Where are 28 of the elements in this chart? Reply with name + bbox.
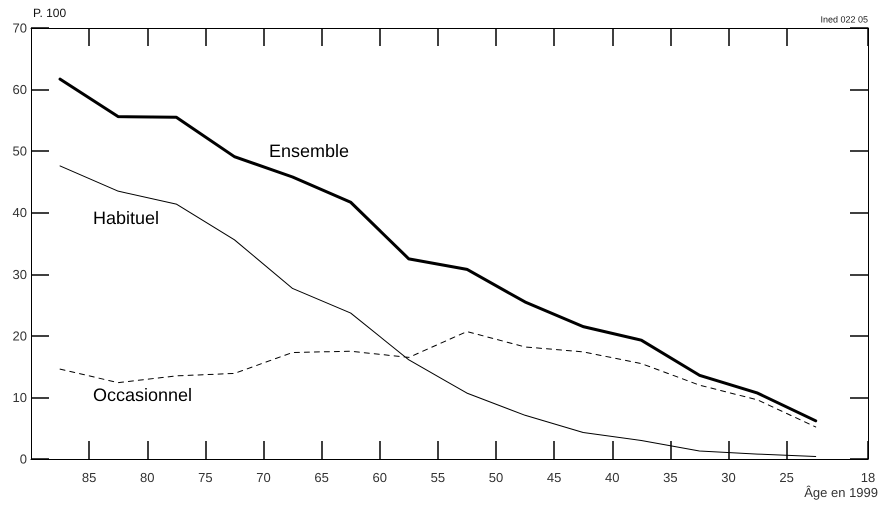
y-tick-label: 40 [12, 205, 27, 220]
y-axis-title: P. 100 [33, 6, 66, 20]
series-label: Occasionnel [93, 385, 192, 405]
y-tick-label: 50 [12, 144, 27, 159]
x-tick-label: 35 [663, 470, 678, 485]
x-tick-label: 65 [314, 470, 329, 485]
series-label: Ensemble [269, 141, 350, 161]
x-tick-label: 50 [488, 470, 504, 485]
x-tick-label: 60 [372, 470, 387, 485]
x-tick-label: 55 [430, 470, 446, 485]
x-tick-label: 85 [82, 470, 96, 485]
y-tick-label: 10 [12, 390, 27, 405]
y-tick-label: 70 [12, 20, 27, 36]
y-tick-label: 60 [12, 82, 27, 98]
y-tick-label: 20 [12, 328, 27, 344]
x-tick-label: 25 [779, 470, 794, 485]
text: Ined 022 05 [820, 14, 868, 24]
y-tick-label: 0 [20, 452, 27, 466]
y-tick-label: 30 [12, 266, 27, 282]
x-tick-label: 70 [256, 470, 271, 485]
x-tick-label: 80 [140, 470, 154, 485]
x-tick-label: 40 [605, 470, 620, 485]
x-tick-label: 30 [721, 470, 736, 485]
x-tick-label: 18 [860, 470, 876, 485]
series-label: Habituel [93, 208, 160, 228]
x-tick-label: 75 [198, 470, 213, 485]
x-axis-title: Âge en 1999 [804, 485, 878, 500]
x-tick-label: 45 [546, 470, 562, 485]
